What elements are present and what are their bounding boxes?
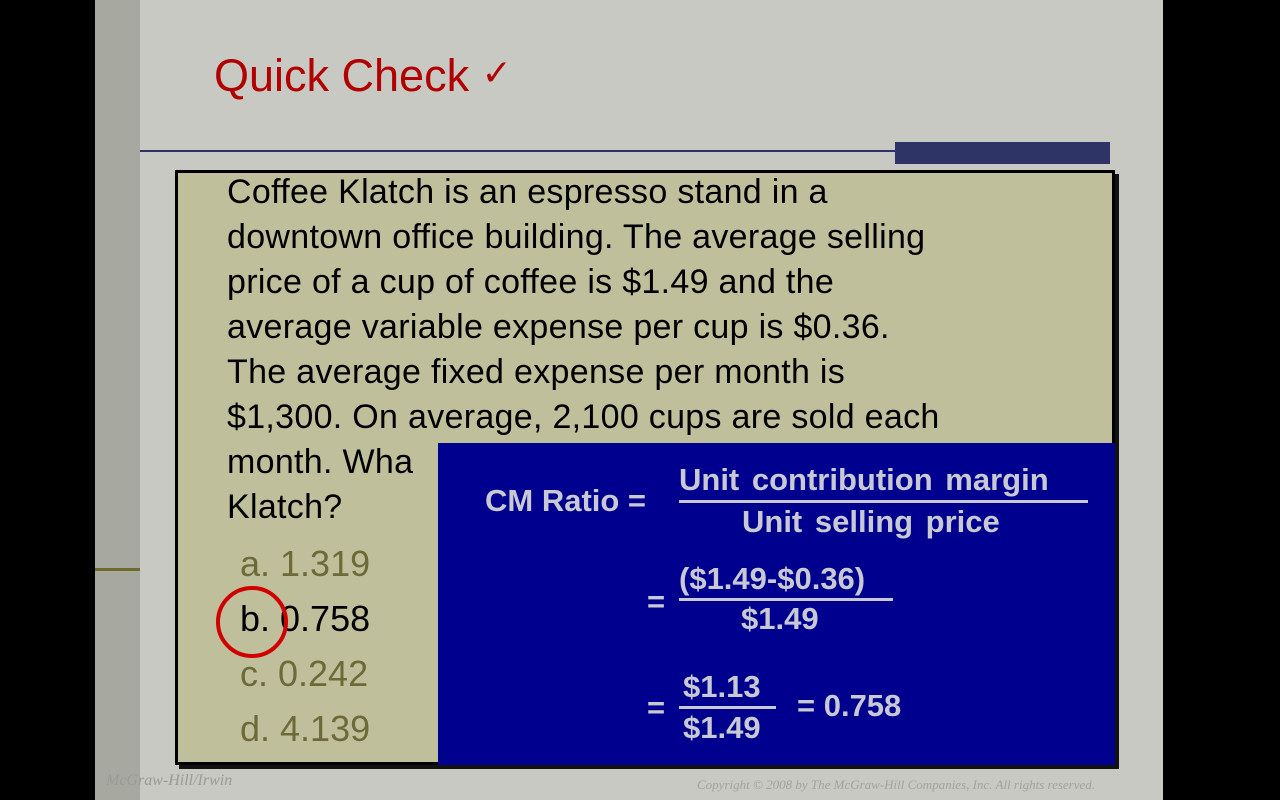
cm-ratio-label: CM Ratio =: [485, 483, 647, 518]
title-rule-block: [895, 142, 1110, 164]
correct-answer-circle: [216, 586, 288, 658]
fraction3-numerator: $1.13: [683, 669, 761, 704]
answer-c: c. 0.242: [240, 653, 369, 694]
strip-divider: [95, 568, 140, 571]
answer-a: a. 1.319: [240, 543, 371, 584]
question-line: $1,300. On average, 2,100 cups are sold …: [227, 398, 940, 436]
equals-3: =: [647, 690, 666, 725]
solution-box: [438, 443, 1115, 765]
equals-2: =: [647, 584, 666, 619]
fraction2-numerator: ($1.49-$0.36): [679, 561, 866, 596]
answer-d: d. 4.139: [240, 708, 371, 749]
question-line: Coffee Klatch is an espresso stand in a: [227, 173, 828, 211]
left-strip: [95, 0, 140, 800]
question-line: downtown office building. The average se…: [227, 218, 926, 256]
fraction1-denominator: Unit selling price: [742, 504, 1000, 539]
title-text: Quick Check: [214, 50, 470, 101]
result: = 0.758: [797, 688, 902, 723]
title-rule: [140, 150, 1110, 152]
fraction2-denominator: $1.49: [741, 601, 819, 636]
footer-copyright: Copyright © 2008 by The McGraw-Hill Comp…: [697, 777, 1096, 792]
question-line: Klatch?: [227, 488, 343, 526]
question-line: average variable expense per cup is $0.3…: [227, 308, 890, 346]
checkmark-icon: ✓: [481, 52, 512, 93]
fraction3-denominator: $1.49: [683, 710, 761, 745]
fraction3-bar: [679, 706, 776, 709]
question-line: price of a cup of coffee is $1.49 and th…: [227, 263, 835, 301]
footer-publisher: McGraw-Hill/Irwin: [106, 772, 233, 789]
question-line: The average fixed expense per month is: [227, 353, 846, 391]
fraction1-numerator: Unit contribution margin: [679, 462, 1049, 497]
fraction1-bar: [679, 500, 1088, 503]
slide-title: Quick Check ✓: [214, 50, 512, 102]
question-line: month. Wha: [227, 443, 414, 481]
fraction2-bar: [679, 598, 893, 601]
